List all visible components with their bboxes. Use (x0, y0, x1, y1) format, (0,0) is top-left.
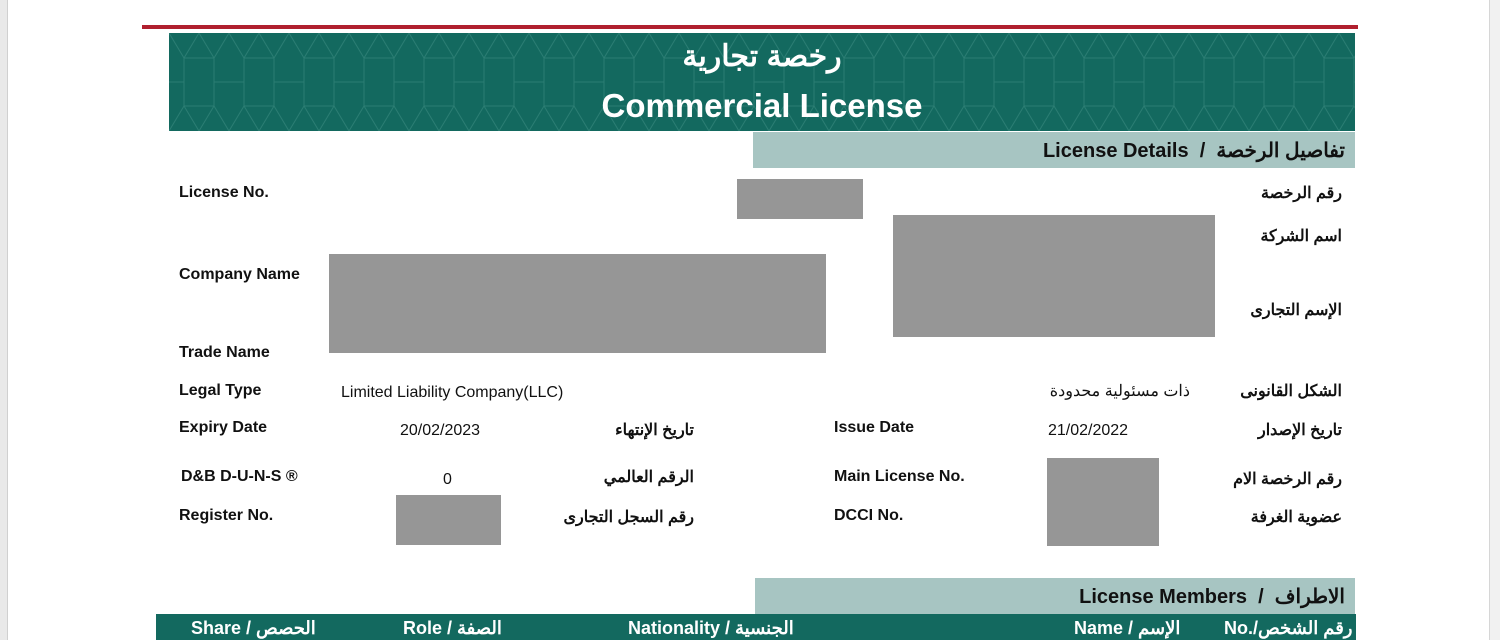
company-name-label: Company Name (179, 266, 300, 283)
legal-type-label-ar: الشكل القانونى (1240, 383, 1342, 400)
issue-date-value: 21/02/2022 (1048, 422, 1129, 439)
column-share: Share / الحصص (191, 618, 316, 638)
license-members-header: License Members / الاطراف (755, 578, 1355, 614)
duns-label: D&B D-U-N-S ® (181, 468, 298, 485)
main-license-no-label: Main License No. (834, 468, 965, 485)
company-name-label-ar: اسم الشركة (1260, 228, 1342, 245)
trade-name-label: Trade Name (179, 344, 270, 361)
column-name: Name / الإسم (1074, 618, 1181, 638)
redacted-register-no (396, 495, 501, 545)
legal-type-label: Legal Type (179, 382, 262, 399)
dcci-no-label: DCCI No. (834, 507, 904, 524)
redacted-main-license-dcci (1047, 458, 1159, 546)
column-role: Role / الصفة (403, 618, 502, 638)
top-red-rule (142, 25, 1358, 29)
main-license-no-label-ar: رقم الرخصة الام (1233, 471, 1342, 488)
legal-type-value: Limited Liability Company(LLC) (341, 384, 564, 401)
title-english: Commercial License (601, 87, 923, 124)
members-table-header: Share / الحصص Role / الصفة Nationality /… (156, 614, 1356, 640)
geometric-pattern (169, 33, 1355, 131)
column-nationality: Nationality / الجنسية (628, 618, 794, 638)
duns-label-ar: الرقم العالمي (603, 469, 694, 486)
issue-date-label-ar: تاريخ الإصدار (1257, 422, 1342, 439)
section-title: License Details / تفاصيل الرخصة (1042, 140, 1345, 162)
register-no-label-ar: رقم السجل التجارى (563, 509, 694, 526)
viewer-left-edge (0, 0, 8, 640)
register-no-label: Register No. (179, 507, 274, 524)
license-no-label-ar: رقم الرخصة (1261, 185, 1342, 202)
title-arabic: رخصة تجارية (682, 40, 842, 73)
viewer-scrollbar[interactable] (1489, 0, 1500, 640)
expiry-date-label: Expiry Date (179, 419, 268, 436)
redacted-company-name (329, 254, 826, 353)
trade-name-label-ar: الإسم التجارى (1250, 302, 1342, 319)
license-no-label: License No. (179, 184, 269, 201)
legal-type-value-ar: ذات مسئولية محدودة (1049, 383, 1190, 400)
redacted-license-no (737, 179, 863, 219)
title-banner: رخصة تجارية Commercial License (169, 33, 1355, 131)
section-title: License Members / الاطراف (1079, 586, 1345, 608)
issue-date-label: Issue Date (834, 419, 915, 436)
license-details-header: License Details / تفاصيل الرخصة (753, 132, 1355, 168)
duns-value: 0 (443, 471, 452, 488)
column-number: No./رقم الشخص (1224, 618, 1353, 638)
expiry-date-value: 20/02/2023 (400, 422, 481, 439)
dcci-no-label-ar: عضوية الغرفة (1250, 509, 1342, 526)
redacted-company-name-ar (893, 215, 1215, 337)
expiry-date-label-ar: تاريخ الإنتهاء (615, 422, 694, 439)
